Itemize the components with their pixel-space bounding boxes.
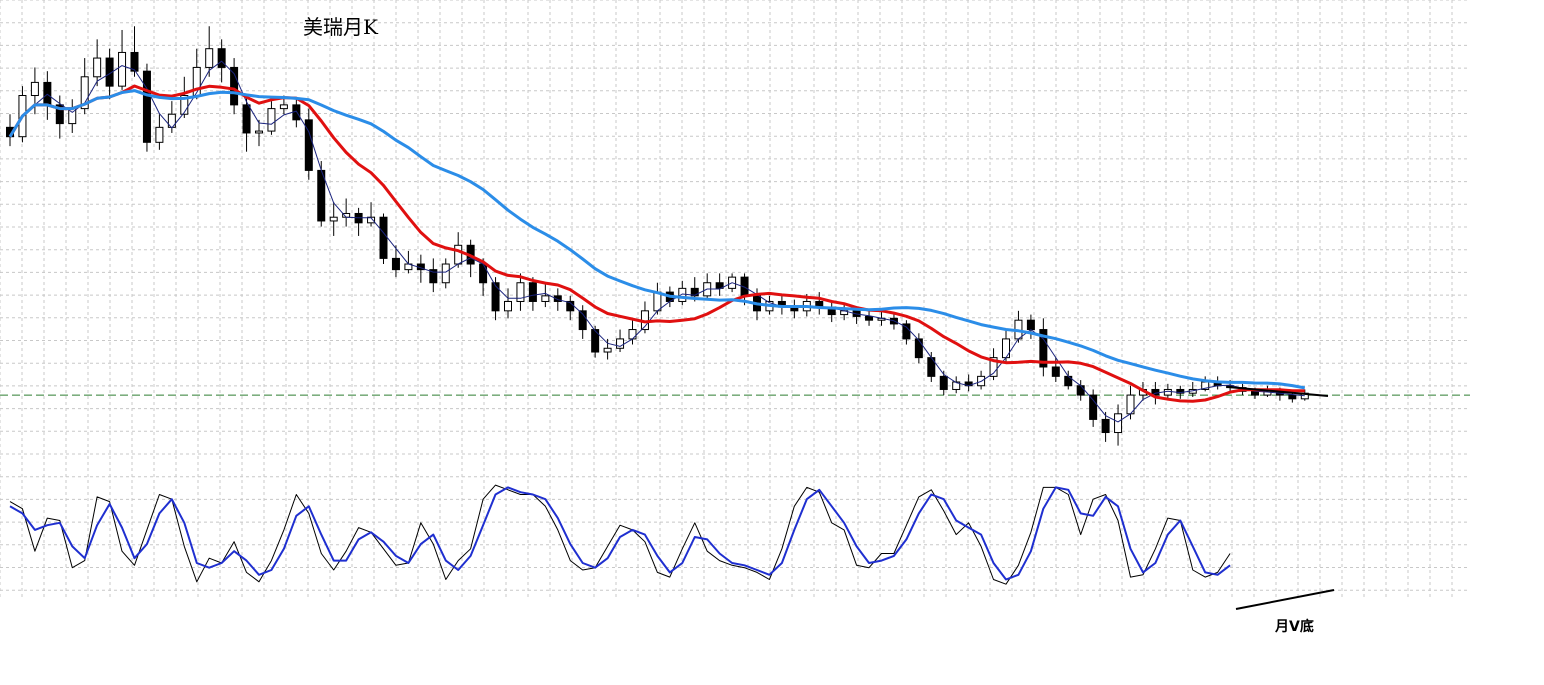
candle-body [80,76,89,110]
candle-body [292,104,301,121]
candle-body [690,287,699,297]
candle-body [939,375,948,390]
candle-body [1114,413,1123,434]
candle-body [1101,418,1110,434]
candle-body [43,81,52,106]
candle-body [391,257,400,271]
candle-body [429,269,438,284]
candle-body [1002,338,1010,359]
candle-body [217,48,226,68]
candle-body [914,338,923,359]
candle-body [105,57,114,87]
candle-body [1051,366,1060,377]
candle-body [1176,388,1185,394]
candle-body [242,104,251,134]
candle-body [591,329,600,353]
candle-body [1288,394,1297,400]
candle-body [454,244,463,265]
candle-body [155,126,164,143]
candle-body [1089,394,1098,420]
candle-body [1163,388,1172,396]
candle-body [628,329,637,340]
ma-medium-line [8,84,1305,403]
oscillator-k-line [9,484,1231,585]
candle-body [230,66,239,106]
candle-body [255,130,263,134]
candle-body [279,104,288,110]
candle-body [142,70,151,143]
candle-body [865,315,874,321]
candle-body [93,57,102,78]
candle-body [180,95,189,115]
candle-body [55,104,64,125]
candle-body [1039,329,1048,368]
candle-body [528,282,537,302]
annotation-label: 月V底 [1274,618,1314,635]
candle-body [329,216,338,222]
chart-grid [0,0,1470,598]
candle-body [441,263,450,284]
candle-body [541,295,550,302]
oscillator-trendline [1235,589,1335,610]
chart-title: 美瑞月K [303,15,379,39]
candle-body [479,263,488,284]
candle-body [1026,319,1035,331]
candle-body [367,216,376,224]
candle-body [553,295,562,302]
candle-body [30,81,39,97]
candle-body [603,347,612,353]
candle-body [267,108,276,132]
candle-body [205,48,214,68]
candle-body [379,216,388,259]
price-trendline [1227,386,1329,397]
candle-body [678,287,687,302]
candle-body [130,51,139,72]
candle-body [578,310,587,331]
candle-body [715,282,724,289]
oscillator-d-line [9,486,1231,581]
oscillator-series [9,484,1231,585]
candle-body [504,300,512,312]
candle-body [304,119,313,171]
candle-body [952,381,961,390]
candle-body [616,338,625,349]
candle-body [118,51,127,87]
candle-body [491,282,500,312]
ma-short-line [9,60,1305,423]
candle-body [516,282,525,302]
candle-body [989,357,998,377]
ma-long-line [8,89,1306,390]
moving-average-lines [8,60,1306,423]
candle-body [1076,385,1085,396]
